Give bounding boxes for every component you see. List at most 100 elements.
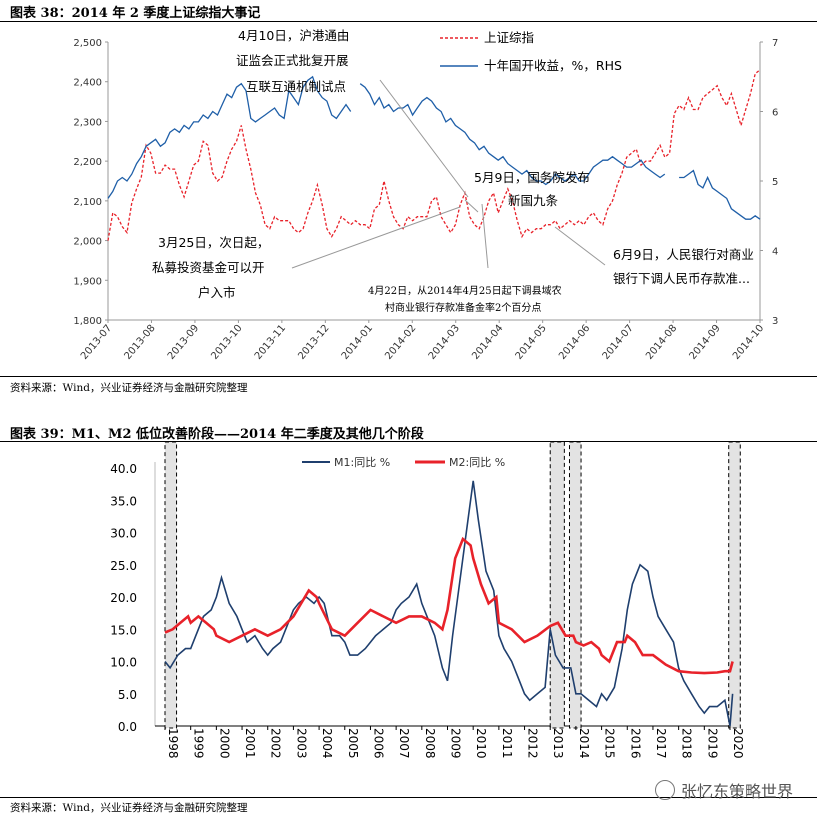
x-tick-label: 1998 — [166, 728, 180, 759]
annotation-4-line-1: 村商业银行存款准备金率2个百分点 — [385, 301, 541, 314]
figure2-source: 资料来源：Wind，兴业证券经济与金融研究院整理 — [10, 802, 248, 814]
y-left-tick-label: 2,000 — [73, 237, 102, 248]
y-right-tick-label: 5 — [772, 177, 778, 188]
legend-m2-label: M2:同比 % — [449, 456, 505, 469]
x-tick-label: 2014-06 — [557, 323, 592, 362]
watermark-text: 张忆东策略世界 — [680, 781, 793, 801]
x-tick-label: 2014-07 — [601, 323, 636, 362]
chart2: 0.0 5.0 10.0 15.0 20.0 25.0 30.0 35.0 40.0 1998 1… — [110, 441, 745, 759]
y-tick-label: 20.0 — [110, 591, 137, 605]
annotation-1-line-0: 5月9日，国务院发布 — [474, 170, 590, 185]
chart1: 1,800 1,900 2,000 2,100 2,200 2,300 2,400 2,500… — [73, 28, 778, 362]
x-tick-label: 2005 — [346, 728, 360, 759]
y-left-tick-label: 1,900 — [73, 276, 102, 287]
x-tick-label: 2013 — [551, 728, 565, 759]
x-tick-label: 2013-11 — [253, 323, 288, 362]
y-tick-label: 10.0 — [110, 656, 137, 670]
x-tick-label: 2013-10 — [209, 323, 244, 362]
legend-index-label: 上证综指 — [484, 30, 534, 45]
annotation-0-line-0: 4月10日，沪港通由 — [238, 28, 349, 43]
y-left-tick-label: 1,800 — [73, 316, 102, 327]
series-shanghai-index-line — [107, 69, 761, 241]
y-tick-label: 0.0 — [118, 720, 137, 734]
y-left-tick-label: 2,400 — [73, 78, 102, 89]
figure1-bottom-rule — [0, 376, 817, 377]
y-left-tick-label: 2,200 — [73, 157, 102, 168]
x-tick-label: 2006 — [371, 728, 385, 759]
figure1-top-rule — [0, 21, 817, 22]
annotation-3-leader — [554, 226, 606, 266]
x-tick-label: 2014-10 — [731, 323, 766, 362]
x-tick-label: 2014-03 — [427, 323, 462, 362]
y-tick-label: 15.0 — [110, 623, 137, 637]
x-tick-label: 2018 — [680, 728, 694, 759]
y-tick-label: 5.0 — [118, 688, 137, 702]
wechat-icon — [654, 780, 675, 800]
x-tick-label: 2014-05 — [514, 323, 549, 362]
annotation-3-line-1: 银行下调人民币存款准... — [613, 271, 750, 286]
annotation-0-leader — [379, 79, 469, 198]
annotation-0-line-2: 互联互通机制试点 — [246, 79, 346, 94]
x-tick-label: 2003 — [294, 728, 308, 759]
annotation-1-line-1: 新国九条 — [508, 193, 559, 208]
series-m2-line — [164, 536, 734, 675]
annotation-4-leader — [481, 203, 489, 269]
x-tick-label: 2012 — [526, 728, 540, 759]
y-tick-label: 40.0 — [110, 462, 137, 476]
annotation-1-leader — [464, 199, 479, 213]
annotation-2-line-0: 3月25日，次日起， — [158, 235, 269, 250]
x-tick-label: 2017 — [654, 728, 668, 759]
x-tick-label: 2010 — [474, 728, 488, 759]
x-tick-label: 2014-02 — [383, 323, 418, 362]
x-tick-label: 2009 — [449, 728, 463, 759]
series-bond-yield-line — [107, 75, 761, 220]
legend-m1-label: M1:同比 % — [334, 456, 390, 469]
figure1-title: 图表 38：2014 年 2 季度上证综指大事记 — [10, 6, 261, 21]
figure1-source: 资料来源：Wind，兴业证券经济与金融研究院整理 — [10, 382, 248, 394]
annotation-4-line-0: 4月22日，从2014年4月25日起下调县域农 — [368, 284, 562, 297]
x-tick-label: 2011 — [500, 728, 514, 759]
x-tick-label: 2014-01 — [340, 323, 375, 362]
x-tick-label: 2000 — [217, 728, 231, 759]
highlight-period — [568, 441, 582, 729]
x-tick-label: 2016 — [628, 728, 642, 759]
x-tick-label: 2001 — [243, 728, 257, 759]
highlight-period — [164, 441, 178, 729]
watermark: 张忆东策略世界 — [654, 778, 793, 803]
legend-yield-label: 十年国开收益，%，RHS — [484, 58, 622, 73]
x-tick-label: 2007 — [397, 728, 411, 759]
x-tick-label: 2014-09 — [688, 323, 723, 362]
x-tick-label: 2013-07 — [79, 323, 114, 362]
annotation-0-line-1: 证监会正式批复开展 — [236, 53, 349, 68]
highlight-period — [549, 441, 565, 729]
x-tick-label: 2013-09 — [166, 323, 201, 362]
x-tick-label: 2014-04 — [470, 323, 505, 362]
annotation-2-line-1: 私募投资基金可以开 — [152, 260, 265, 275]
figure2-bottom-rule — [0, 797, 817, 798]
y-left-tick-label: 2,500 — [73, 38, 102, 49]
highlight-period — [728, 441, 741, 729]
x-tick-label: 2019 — [705, 728, 719, 759]
x-tick-label: 2002 — [269, 728, 283, 759]
x-tick-label: 2013-08 — [122, 323, 157, 362]
figure2-title: 图表 39：M1、M2 低位改善阶段——2014 年二季度及其他几个阶段 — [10, 427, 424, 442]
x-tick-label: 2004 — [320, 728, 334, 759]
annotation-2-leader — [291, 206, 461, 269]
y-right-tick-label: 4 — [772, 247, 778, 258]
x-tick-label: 2013-12 — [296, 323, 331, 362]
x-tick-label: 2015 — [603, 728, 617, 759]
y-left-tick-label: 2,100 — [73, 197, 102, 208]
annotation-3-line-0: 6月9日，人民银行对商业 — [613, 247, 754, 262]
x-tick-label: 2014-08 — [644, 323, 679, 362]
y-right-tick-label: 7 — [772, 38, 778, 49]
x-tick-label: 2008 — [423, 728, 437, 759]
x-tick-label: 1999 — [192, 728, 206, 759]
y-tick-label: 30.0 — [110, 527, 137, 541]
y-right-tick-label: 6 — [772, 108, 778, 119]
x-tick-label: 2020 — [731, 728, 745, 759]
x-tick-label: 2014 — [577, 728, 591, 759]
y-left-tick-label: 2,300 — [73, 117, 102, 128]
annotation-2-line-2: 户入市 — [198, 285, 236, 300]
figure2-top-rule — [0, 441, 817, 442]
y-tick-label: 25.0 — [110, 559, 137, 573]
